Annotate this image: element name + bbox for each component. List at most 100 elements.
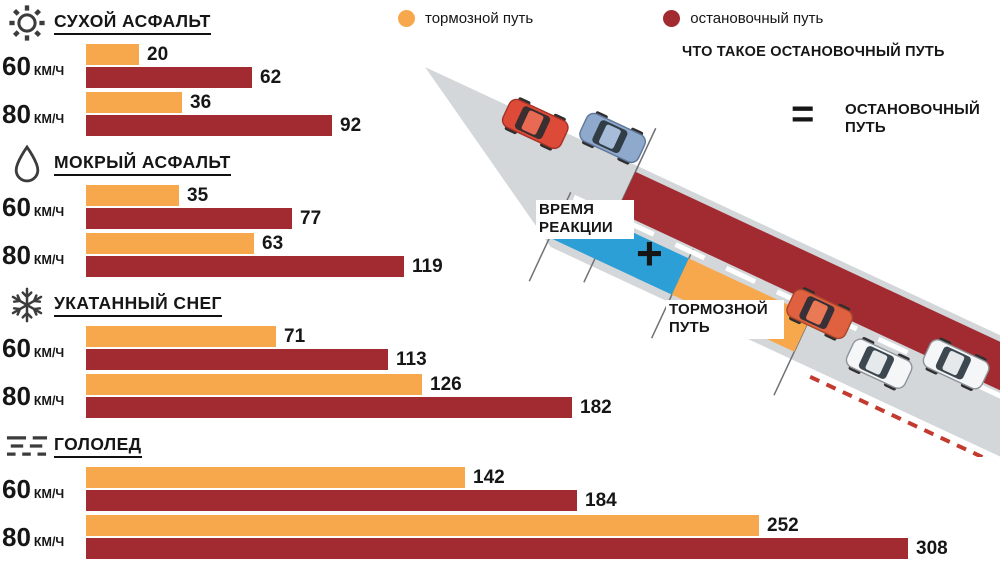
braking-value: 71 <box>284 325 306 347</box>
bar-pair: 142 184 <box>86 467 1000 511</box>
legend-item-braking: тормозной путь <box>398 10 533 27</box>
braking-bar-row: 35 <box>86 185 1000 206</box>
braking-bar <box>86 326 276 347</box>
stopping-bar <box>86 397 572 418</box>
stopping-value: 113 <box>396 348 427 370</box>
equals-sign: = <box>791 92 815 136</box>
section-header: УКАТАННЫЙ СНЕГ <box>0 286 1000 324</box>
stopping-bar-row: 113 <box>86 349 1000 370</box>
bar-pair: 36 92 <box>86 92 1000 136</box>
bar-pair: 35 77 <box>86 185 1000 229</box>
braking-bar <box>86 185 179 206</box>
section-header: СУХОЙ АСФАЛЬТ <box>0 4 1000 42</box>
section-1: СУХОЙ АСФАЛЬТ 60 КМ/Ч 20 62 80 КМ/Ч 36 92 <box>0 4 1000 136</box>
stopping-bar-row: 119 <box>86 256 1000 277</box>
braking-value: 142 <box>473 466 505 488</box>
speed-group: 60 КМ/Ч 20 62 <box>0 44 1000 88</box>
braking-bar-row: 71 <box>86 326 1000 347</box>
stopping-value: 92 <box>340 114 362 136</box>
section-title: МОКРЫЙ АСФАЛЬТ <box>54 152 231 176</box>
stopping-value: 62 <box>260 66 282 88</box>
section-title: СУХОЙ АСФАЛЬТ <box>54 11 211 35</box>
speed-unit: КМ/Ч <box>33 393 65 408</box>
speed-group: 60 КМ/Ч 35 77 <box>0 185 1000 229</box>
speed-unit: КМ/Ч <box>33 252 65 267</box>
white-car-stopped-1 <box>845 337 913 391</box>
braking-value: 252 <box>767 514 799 536</box>
stopping-bar-row: 308 <box>86 538 1000 559</box>
stopping-bar-row: 77 <box>86 208 1000 229</box>
stopping-bar <box>86 67 252 88</box>
reaction-time-label: ВРЕМЯ РЕАКЦИИ <box>536 200 634 239</box>
braking-bar <box>86 92 182 113</box>
white-car-stopped-2 <box>922 337 990 391</box>
braking-bar-row: 20 <box>86 44 1000 65</box>
snowflake-icon <box>11 287 43 323</box>
speed-label: 80 КМ/Ч <box>0 99 86 130</box>
stopping-bar <box>86 208 292 229</box>
speed-group: 80 КМ/Ч 63 119 <box>0 233 1000 277</box>
bar-pair: 252 308 <box>86 515 1000 559</box>
speed-label: 60 КМ/Ч <box>0 333 86 364</box>
stopping-value: 308 <box>916 537 948 559</box>
bar-pair: 126 182 <box>86 374 1000 418</box>
speed-group: 80 КМ/Ч 126 182 <box>0 374 1000 418</box>
bar-chart: СУХОЙ АСФАЛЬТ 60 КМ/Ч 20 62 80 КМ/Ч 36 92 МОКРЫЙ … <box>0 4 1000 568</box>
ice-icon <box>6 435 48 456</box>
stopping-bar-row: 62 <box>86 67 1000 88</box>
braking-value: 36 <box>190 91 212 113</box>
stopping-bar <box>86 349 388 370</box>
braking-bar <box>86 233 254 254</box>
braking-value: 126 <box>430 373 462 395</box>
speed-value: 80 <box>2 239 31 270</box>
section-icon-box <box>0 285 54 325</box>
legend-item-stopping: остановочный путь <box>663 10 823 27</box>
braking-value: 20 <box>147 43 169 65</box>
bar-pair: 71 113 <box>86 326 1000 370</box>
braking-distance-label: ТОРМОЗНОЙ ПУТЬ <box>666 300 784 339</box>
speed-value: 60 <box>2 191 31 222</box>
section-header: ГОЛОЛЕД <box>0 427 1000 465</box>
sun-icon <box>9 5 45 41</box>
braking-bar-row: 142 <box>86 467 1000 488</box>
braking-bar <box>86 467 465 488</box>
speed-label: 80 КМ/Ч <box>0 522 86 553</box>
braking-bar-row: 126 <box>86 374 1000 395</box>
braking-value: 35 <box>187 184 209 206</box>
speed-group: 60 КМ/Ч 142 184 <box>0 467 1000 511</box>
section-2: МОКРЫЙ АСФАЛЬТ 60 КМ/Ч 35 77 80 КМ/Ч 63 119 <box>0 144 1000 277</box>
legend-label: тормозной путь <box>425 10 534 27</box>
speed-unit: КМ/Ч <box>33 534 65 549</box>
speed-value: 80 <box>2 98 31 129</box>
speed-group: 60 КМ/Ч 71 113 <box>0 326 1000 370</box>
section-4: ГОЛОЛЕД 60 КМ/Ч 142 184 80 КМ/Ч 252 308 <box>0 427 1000 559</box>
legend: тормозной путь остановочный путь <box>398 10 823 27</box>
section-title: УКАТАННЫЙ СНЕГ <box>54 293 222 317</box>
bar-pair: 63 119 <box>86 233 1000 277</box>
stopping-bar-row: 92 <box>86 115 1000 136</box>
speed-value: 80 <box>2 521 31 552</box>
red-car-moving <box>501 97 569 151</box>
drop-icon <box>14 144 40 183</box>
speed-label: 60 КМ/Ч <box>0 474 86 505</box>
stopping-bar-row: 182 <box>86 397 1000 418</box>
speed-group: 80 КМ/Ч 252 308 <box>0 515 1000 559</box>
stopping-bar <box>86 256 404 277</box>
speed-value: 80 <box>2 380 31 411</box>
bar-pair: 20 62 <box>86 44 1000 88</box>
braking-legend-dot-icon <box>398 10 415 27</box>
stopping-bar-row: 184 <box>86 490 1000 511</box>
speed-label: 60 КМ/Ч <box>0 51 86 82</box>
braking-bar <box>86 44 139 65</box>
legend-label: остановочный путь <box>690 10 824 27</box>
speed-value: 60 <box>2 473 31 504</box>
braking-bar-row: 63 <box>86 233 1000 254</box>
speed-unit: КМ/Ч <box>33 345 65 360</box>
road-illustration <box>425 67 1000 457</box>
stopping-value: 119 <box>412 255 443 277</box>
blue-car-moving <box>579 111 647 165</box>
braking-bar <box>86 374 422 395</box>
speed-label: 80 КМ/Ч <box>0 381 86 412</box>
section-title: ГОЛОЛЕД <box>54 434 142 458</box>
stopping-distance-label: ОСТАНОВОЧНЫЙ ПУТЬ <box>845 101 981 137</box>
